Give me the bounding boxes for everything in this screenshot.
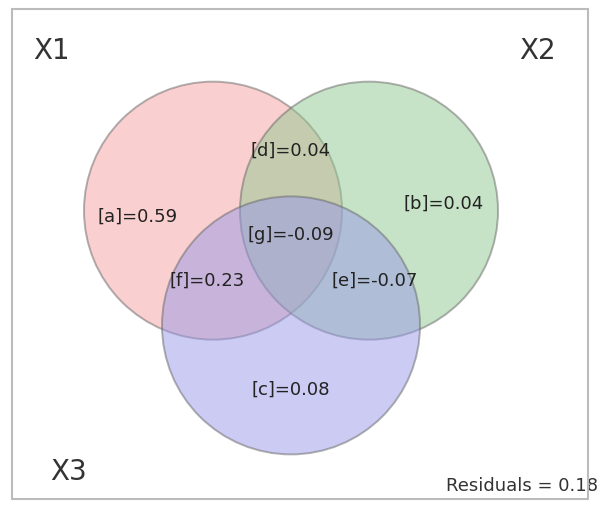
Text: [c]=0.08: [c]=0.08 xyxy=(252,380,330,399)
Text: Residuals = 0.18: Residuals = 0.18 xyxy=(446,475,598,494)
Text: X1: X1 xyxy=(32,37,70,65)
Text: [a]=0.59: [a]=0.59 xyxy=(98,207,178,225)
Text: [d]=0.04: [d]=0.04 xyxy=(251,141,331,159)
Text: [f]=0.23: [f]=0.23 xyxy=(169,271,245,289)
Ellipse shape xyxy=(84,82,342,340)
Text: X3: X3 xyxy=(50,457,88,485)
Text: [b]=0.04: [b]=0.04 xyxy=(404,194,484,213)
Text: X2: X2 xyxy=(518,37,556,65)
Ellipse shape xyxy=(162,197,420,455)
Text: [g]=-0.09: [g]=-0.09 xyxy=(248,225,334,243)
Text: [e]=-0.07: [e]=-0.07 xyxy=(332,271,418,289)
Ellipse shape xyxy=(240,82,498,340)
